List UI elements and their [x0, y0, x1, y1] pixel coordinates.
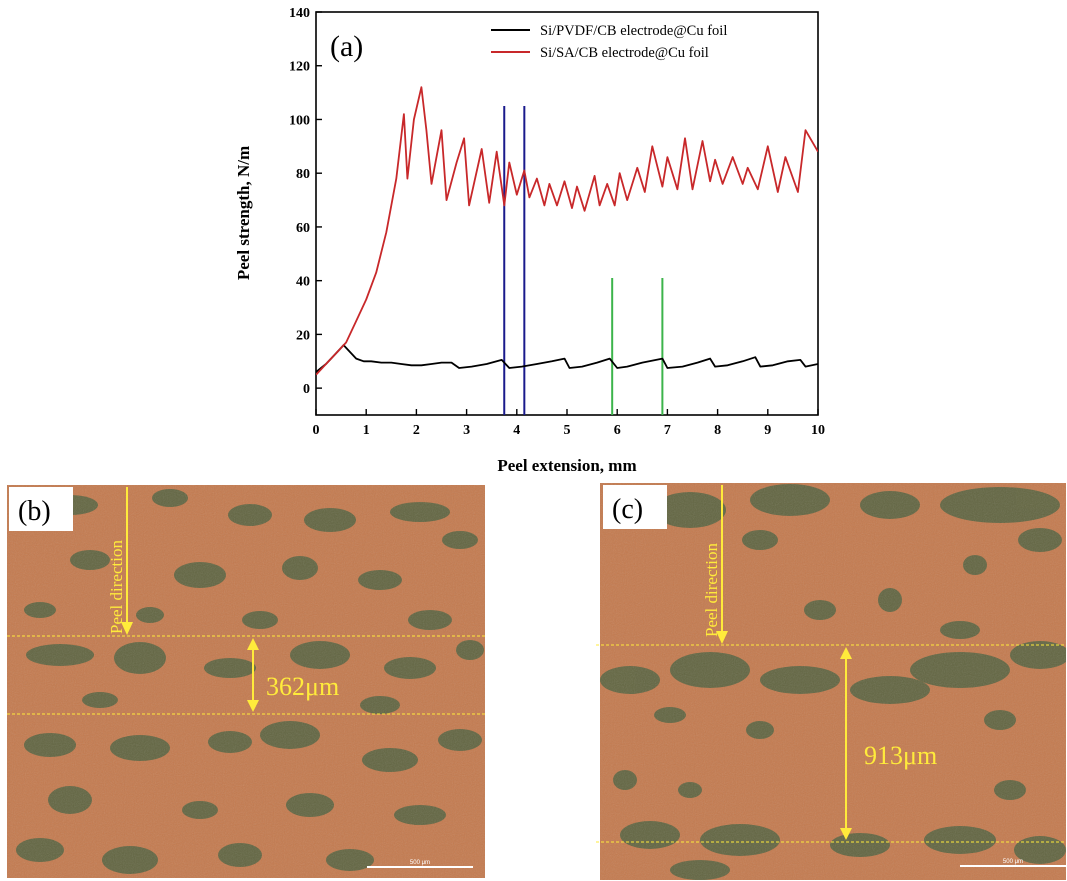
x-tick-label: 10	[811, 423, 825, 438]
peel-direction-arrow-b	[121, 487, 133, 635]
panel-label-c: (c)	[612, 494, 643, 525]
y-axis: 0 20 40 60 80 100 120 140	[289, 6, 322, 397]
marker-lines	[503, 106, 664, 415]
x-tick-label: 3	[463, 423, 470, 438]
legend-label-sa: Si/SA/CB electrode@Cu foil	[540, 45, 709, 61]
surface-grain	[7, 485, 485, 878]
series-line-sa	[316, 86, 818, 376]
x-tick-label: 0	[313, 423, 320, 438]
y-tick-label: 20	[296, 328, 310, 343]
panel-label-b: (b)	[18, 496, 51, 527]
y-tick-label: 80	[296, 167, 310, 182]
micrograph-b: (b) Peel direction 362μm 500 μm	[7, 485, 485, 878]
x-tick-label: 8	[714, 423, 721, 438]
panel-label-a: (a)	[330, 30, 363, 63]
micrograph-c: (c) Peel direction 913μm 500 μm	[596, 483, 1066, 880]
measurement-arrow-b	[247, 638, 259, 712]
surface-grain	[600, 483, 1066, 880]
peel-direction-label-b: Peel direction	[107, 540, 126, 634]
scale-bar-c: 500 μm	[960, 859, 1066, 867]
plot-frame	[315, 11, 819, 416]
x-tick-label: 9	[764, 423, 771, 438]
panel-label-box-b	[9, 487, 73, 531]
series-line-pvdf	[316, 344, 818, 373]
peel-direction-label-c: Peel direction	[702, 543, 721, 637]
peel-chart: 0 20 40 60 80 100 120 140 0 1 2 3 4 5 6 7 8 9 10 (a) Si/P…	[234, 6, 825, 475]
scale-bar-label-b: 500 μm	[410, 860, 430, 866]
y-axis-title: Peel strength, N/m	[234, 146, 253, 280]
y-tick-label: 40	[296, 275, 310, 290]
peel-direction-arrow-c	[716, 485, 728, 644]
x-axis-title: Peel extension, mm	[497, 456, 636, 475]
legend-label-pvdf: Si/PVDF/CB electrode@Cu foil	[540, 23, 727, 39]
x-tick-label: 5	[564, 423, 571, 438]
series-group	[316, 86, 818, 376]
measurement-label-b: 362μm	[266, 672, 339, 701]
x-tick-label: 2	[413, 423, 420, 438]
y-tick-label: 60	[296, 221, 310, 236]
y-tick-label: 100	[289, 113, 310, 128]
y-tick-label: 0	[303, 382, 310, 397]
x-tick-label: 7	[664, 423, 671, 438]
measurement-label-c: 913μm	[864, 741, 937, 770]
measurement-arrow-c	[840, 647, 852, 840]
y-tick-label: 140	[289, 6, 310, 21]
x-tick-label: 6	[614, 423, 621, 438]
x-tick-label: 1	[363, 423, 370, 438]
scale-bar-label-c: 500 μm	[1003, 859, 1023, 865]
x-tick-label: 4	[513, 423, 520, 438]
y-tick-label: 120	[289, 60, 310, 75]
scale-bar-b: 500 μm	[367, 860, 473, 868]
panel-label-box-c	[603, 485, 667, 529]
x-axis: 0 1 2 3 4 5 6 7 8 9 10	[313, 409, 825, 438]
legend: Si/PVDF/CB electrode@Cu foil Si/SA/CB el…	[491, 23, 727, 61]
